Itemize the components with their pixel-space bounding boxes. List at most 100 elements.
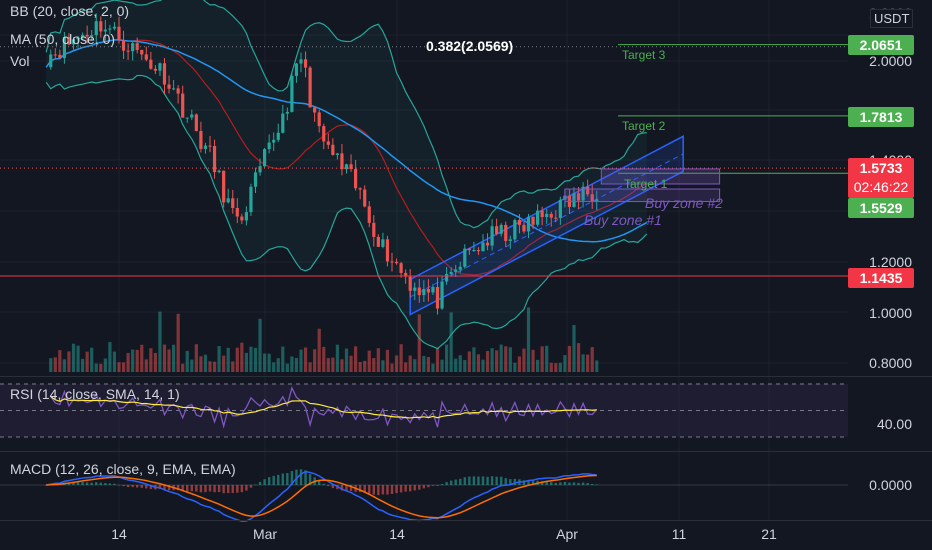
candle-body — [121, 40, 126, 51]
x-tick-feb14: 14 — [111, 526, 127, 542]
macd-hist-bar — [577, 482, 580, 485]
macd-hist-bar — [513, 478, 517, 485]
vol-legend[interactable]: Vol — [10, 53, 30, 69]
macd-hist-bar — [431, 485, 435, 486]
volume-bar — [290, 356, 294, 372]
candle-body — [522, 224, 526, 232]
volume-bar — [172, 344, 176, 372]
candle-body — [294, 63, 299, 76]
candle-body — [249, 186, 253, 213]
volume-bar — [495, 350, 499, 372]
macd-hist-bar — [527, 480, 530, 485]
volume-bar — [317, 328, 321, 372]
ascending-channel[interactable] — [409, 135, 684, 316]
current-price: 1.5733 — [859, 160, 903, 176]
volume-bar — [190, 359, 194, 372]
candle-body — [586, 186, 590, 195]
macd-hist-bar — [363, 485, 366, 493]
pane-divider-macd[interactable] — [0, 451, 932, 452]
volume-bar — [126, 353, 130, 372]
candle-body — [235, 207, 239, 217]
volume-bar — [576, 343, 581, 372]
macd-hist-bar — [108, 483, 112, 485]
volume-bar — [426, 356, 430, 372]
buy-zone-2-box — [600, 168, 721, 185]
candle-body — [449, 271, 453, 275]
volume-bar — [185, 350, 189, 372]
rsi-legend[interactable]: RSI (14, close, SMA, 14, 1) — [10, 386, 180, 402]
volume-bar — [281, 346, 285, 372]
volume-bar — [308, 362, 312, 372]
bollinger-bands — [45, 0, 648, 350]
macd-legend[interactable]: MACD (12, 26, close, 9, EMA, EMA) — [10, 461, 236, 477]
macd-hist-bar — [481, 476, 485, 485]
macd-hist-bar — [377, 485, 380, 496]
volume-bars — [49, 307, 599, 372]
macd-hist-bar — [386, 485, 389, 495]
volume-bar — [158, 311, 162, 372]
candle-body — [226, 198, 230, 203]
volume-bar — [408, 355, 412, 372]
macd-hist-bar — [190, 485, 193, 492]
candle-body — [85, 34, 89, 37]
volume-bar — [549, 362, 553, 372]
volume-bar — [81, 358, 85, 372]
candle-body — [76, 37, 80, 40]
volume-bar — [53, 357, 57, 372]
macd-hist-bar — [222, 485, 225, 494]
volume-bar — [558, 362, 562, 372]
pane-divider-time — [0, 520, 932, 521]
candle-body — [308, 67, 312, 108]
rsi-line — [50, 386, 598, 429]
macd-hist-bar — [217, 485, 221, 493]
volume-bar — [149, 348, 153, 372]
candle-body — [135, 43, 139, 50]
macd-hist-bar — [340, 485, 344, 491]
volume-bar — [563, 355, 567, 372]
candle-body — [258, 166, 262, 173]
macd-hist-bar — [131, 485, 134, 488]
price-tick-2: 2.0000 — [869, 53, 912, 69]
macd-hist-bar — [290, 471, 294, 485]
volume-bar — [508, 347, 512, 372]
candle-body — [404, 272, 408, 277]
volume-bar — [526, 307, 531, 372]
ma-legend[interactable]: MA (50, close, 0) — [10, 31, 116, 47]
bb-fill — [46, 0, 647, 349]
macd-hist-bar — [208, 485, 212, 492]
bb-legend[interactable]: BB (20, close, 2, 0) — [10, 3, 130, 19]
volume-bar — [94, 363, 98, 372]
candle-body — [454, 269, 458, 272]
candle-body — [485, 242, 490, 246]
candle-body — [413, 287, 417, 291]
candle-body — [176, 88, 180, 94]
macd-hist-bar — [204, 485, 207, 493]
volume-bar — [522, 348, 526, 372]
macd-hist-bar — [81, 482, 84, 485]
volume-bar — [231, 361, 235, 372]
candle-body — [281, 113, 285, 133]
macd-hist-bar — [322, 483, 325, 485]
macd-hist-bar — [231, 485, 234, 493]
volume-bar — [476, 354, 481, 372]
volume-bar — [358, 361, 362, 372]
candle-body — [490, 226, 494, 246]
volume-bar — [313, 349, 317, 372]
currency-label[interactable]: USDT — [870, 9, 914, 28]
volume-bar — [431, 363, 435, 372]
volume-bar — [490, 348, 494, 372]
price-levels[interactable] — [0, 44, 848, 277]
volume-bar — [540, 346, 544, 372]
pane-divider-rsi[interactable] — [0, 376, 932, 377]
candle-body — [153, 68, 157, 71]
target3-badge: 2.0651 — [848, 35, 914, 55]
volume-bar — [458, 355, 462, 372]
volume-bar — [131, 349, 135, 372]
volume-bar — [121, 362, 126, 372]
volume-bar — [181, 363, 185, 372]
macd-hist-bar — [186, 485, 189, 492]
candle-body — [285, 111, 289, 114]
candle-body — [495, 226, 499, 234]
current-price-badge: 1.5733 02:46:22 — [848, 158, 914, 198]
